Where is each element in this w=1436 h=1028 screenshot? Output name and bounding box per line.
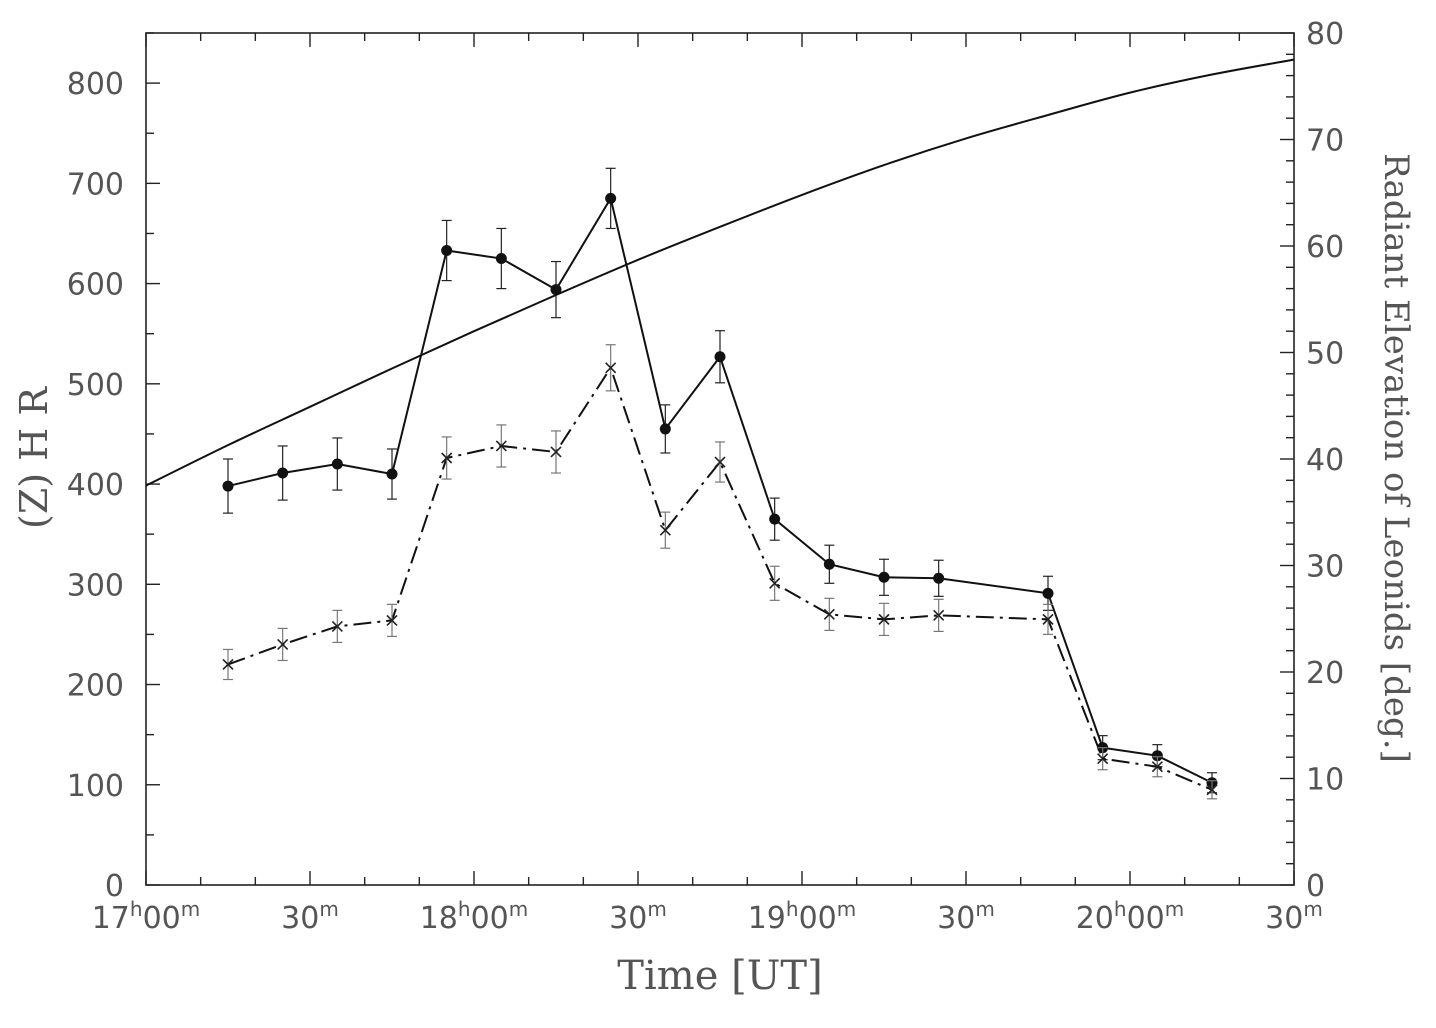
- data-point: [386, 614, 398, 626]
- x-tick-label: 30m: [609, 897, 667, 936]
- y-tick-label: 700: [67, 167, 124, 202]
- data-point: [878, 571, 890, 583]
- y2-tick-label: 80: [1306, 17, 1344, 52]
- data-point: [933, 609, 945, 621]
- data-point: [714, 456, 726, 468]
- data-point: [550, 284, 562, 296]
- x-tick-label: 17h00m: [92, 897, 201, 936]
- y-axis-label: (Z) H R: [12, 386, 56, 529]
- y2-tick-label: 10: [1306, 763, 1344, 798]
- y-tick-label: 200: [67, 669, 124, 704]
- data-point: [878, 613, 890, 625]
- data-point: [769, 513, 781, 525]
- x-tick-label: 19h00m: [748, 897, 857, 936]
- data-point: [277, 638, 289, 651]
- y-tick-label: 600: [67, 268, 124, 303]
- y-tick-label: 0: [105, 869, 124, 904]
- y2-axis-label: Radiant Elevation of Leonids [deg.]: [1376, 153, 1416, 763]
- data-point: [659, 524, 671, 536]
- series-line: [227, 195, 1213, 784]
- data-point: [605, 362, 617, 374]
- series-2: [145, 58, 1295, 487]
- y2-tick-label: 70: [1306, 124, 1344, 159]
- data-point: [222, 480, 234, 492]
- axis-ticks: [145, 32, 1295, 886]
- x-tick-label: 30m: [937, 897, 995, 936]
- data-point: [1097, 753, 1109, 765]
- y2-tick-label: 30: [1306, 550, 1344, 585]
- data-point: [605, 192, 617, 204]
- data-point: [714, 351, 726, 363]
- y2-tick-label: 60: [1306, 230, 1344, 265]
- y2-tick-label: 0: [1306, 869, 1325, 904]
- y-tick-label: 100: [67, 769, 124, 804]
- tick-labels: 17h00m 30m 18h00m 30m 19h00m 30m 20h00m 30m0100…: [67, 17, 1344, 936]
- data-point: [823, 608, 835, 620]
- y2-tick-label: 20: [1306, 656, 1344, 691]
- data-point: [823, 558, 835, 570]
- y-tick-label: 300: [67, 568, 124, 603]
- data-point: [1206, 784, 1218, 796]
- x-tick-label: 18h00m: [420, 897, 529, 936]
- y-tick-label: 400: [67, 468, 124, 503]
- x-tick-label: 30m: [1265, 897, 1323, 936]
- x-tick-label: 20h00m: [1076, 897, 1185, 936]
- data-point: [933, 572, 945, 584]
- data-point: [1042, 587, 1054, 599]
- series-line: [227, 365, 1213, 791]
- data-point: [331, 458, 343, 470]
- x-axis-label: Time [UT]: [617, 953, 822, 999]
- series-1: [222, 344, 1218, 800]
- data-point: [441, 452, 453, 464]
- y-tick-label: 500: [67, 368, 124, 403]
- series-line: [145, 58, 1295, 487]
- data-point: [1042, 613, 1054, 625]
- series-0: [222, 167, 1218, 794]
- data-point: [277, 467, 289, 479]
- data-point: [441, 245, 453, 257]
- data-point: [769, 577, 781, 589]
- data-point: [659, 423, 671, 435]
- data-point: [495, 440, 507, 452]
- data-point: [495, 253, 507, 265]
- data-point: [1151, 750, 1163, 762]
- y-tick-label: 800: [67, 67, 124, 102]
- data-point: [222, 658, 234, 671]
- series-layer: [145, 58, 1295, 800]
- data-point: [550, 446, 562, 458]
- data-point: [386, 468, 398, 480]
- x-tick-label: 30m: [281, 897, 339, 936]
- y2-tick-label: 50: [1306, 337, 1344, 372]
- data-point: [1151, 761, 1163, 773]
- data-point: [331, 620, 343, 632]
- y2-tick-label: 40: [1306, 443, 1344, 478]
